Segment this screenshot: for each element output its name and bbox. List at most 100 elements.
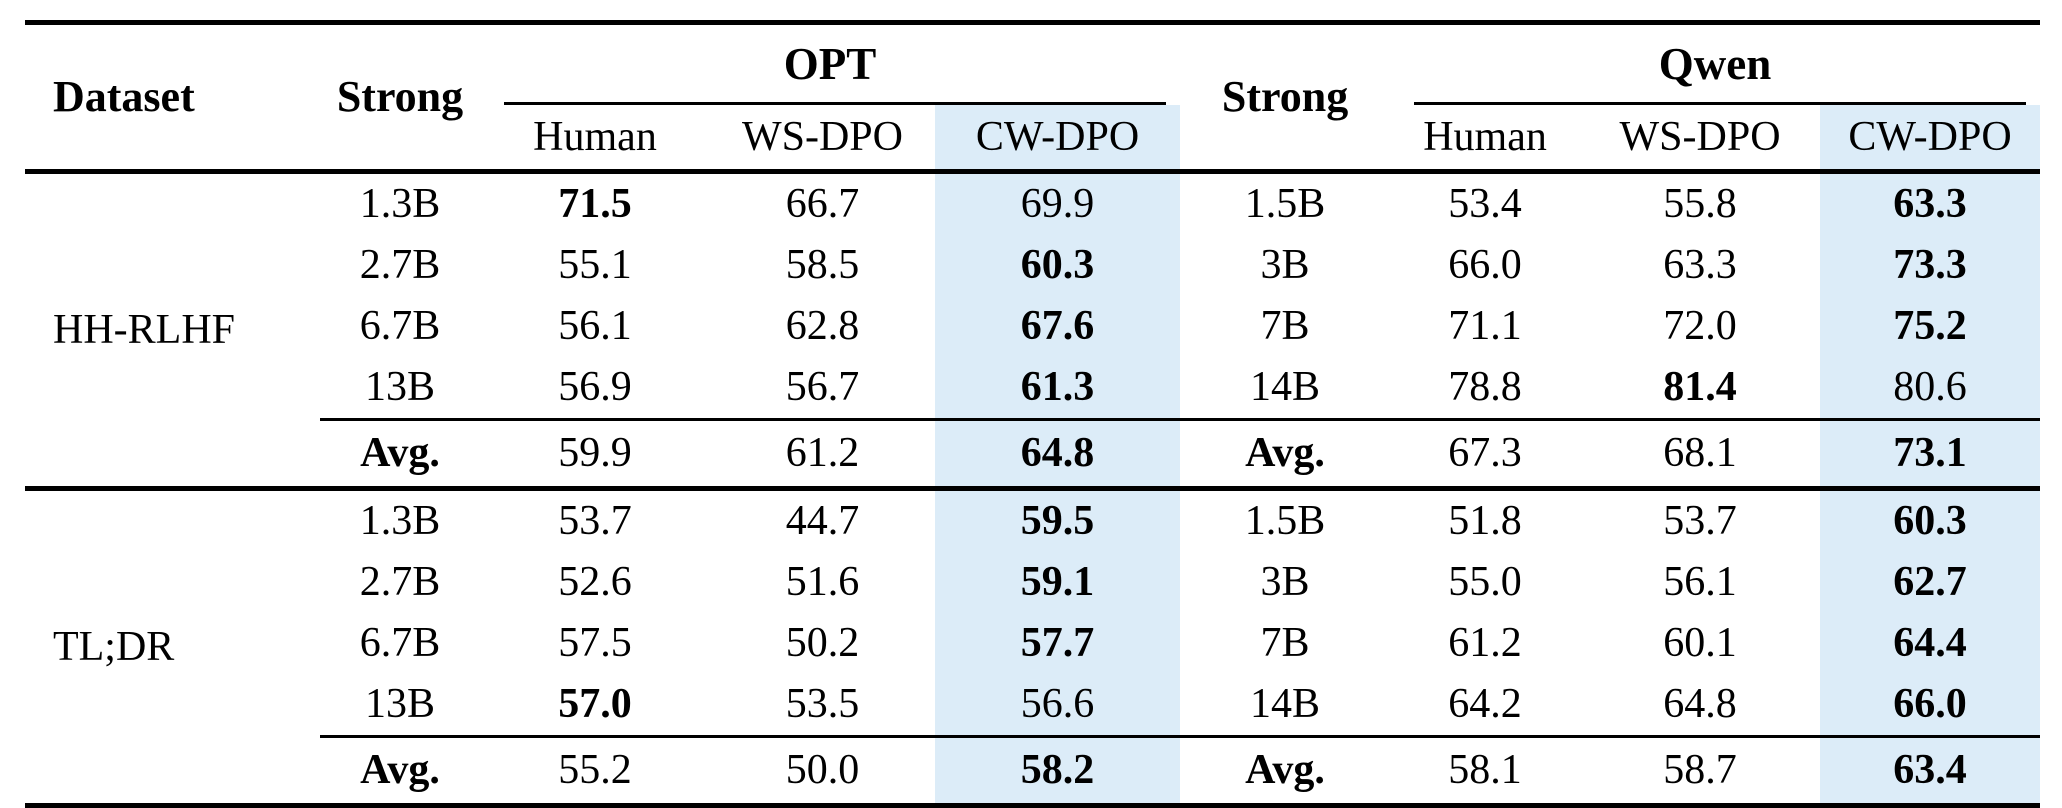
metric-cell: 52.6 [558,559,632,606]
metric-cell: 60.3 [1820,488,2041,552]
model-size-cell: 6.7B [359,303,441,350]
metric-cell: 61.3 [935,357,1181,420]
results-table: Dataset Strong OPT Strong Qwen Human WS-… [25,20,2041,808]
metric-cell: 55.8 [1663,181,1737,228]
model-size-cell: 14B [1250,364,1321,411]
metric-cell: 58.1 [1390,735,1581,806]
metric-cell: 71.5 [558,181,632,228]
model-size-cell: 7B [1260,303,1310,350]
metric-cell: 51.8 [1448,498,1522,545]
model-size-cell: 6.7B [359,620,441,667]
table-row: 6.7B 57.5 50.2 57.7 7B 61.2 60.1 64.4 [25,613,2041,674]
metric-cell: 68.1 [1580,418,1821,491]
model-size-cell: 13B [364,364,435,411]
metric-cell: 56.9 [558,364,632,411]
avg-label: Avg. [1180,735,1391,806]
metric-cell: 66.7 [785,181,860,228]
metric-cell: 66.0 [1448,242,1522,289]
average-row: Avg. 55.2 50.0 58.2 Avg. 58.1 58.7 63.4 [25,735,2041,806]
metric-cell: 56.7 [785,364,860,411]
header-row-methods: Human WS-DPO CW-DPO Human WS-DPO CW-DPO [25,105,2041,174]
metric-cell: 56.1 [1663,559,1737,606]
metric-cell: 51.6 [785,559,860,606]
metric-cell: 57.0 [558,681,632,728]
metric-cell: 72.0 [1663,303,1737,350]
model-size-cell: 14B [1250,681,1321,728]
model-size-cell: 1.3B [359,181,441,228]
table-row: 2.7B 55.1 58.5 60.3 3B 66.0 63.3 73.3 [25,235,2041,296]
metric-cell: 56.6 [935,674,1181,737]
metric-cell: 50.2 [785,620,860,667]
avg-label: Avg. [320,418,480,491]
model-size-cell: 7B [1260,620,1310,667]
metric-cell: 61.2 [710,418,935,491]
model-size-cell: 2.7B [359,242,441,289]
header-group-opt: OPT [480,23,1180,106]
metric-cell: 59.5 [935,488,1181,552]
subheader-qwen-human: Human [1390,105,1581,174]
dataset-label: TL;DR [53,623,175,670]
table-row: 2.7B 52.6 51.6 59.1 3B 55.0 56.1 62.7 [25,552,2041,613]
metric-cell: 53.5 [785,681,860,728]
table-row: HH-RLHF 1.3B 71.5 66.7 69.9 1.5B 53.4 55… [25,171,2041,491]
metric-cell: 53.7 [1663,498,1737,545]
avg-label: Avg. [1180,418,1391,491]
metric-cell: 44.7 [785,498,860,545]
metric-cell: 55.2 [480,735,710,806]
metric-cell: 64.4 [1820,613,2041,674]
metric-cell: 64.2 [1448,681,1522,728]
metric-cell: 53.7 [558,498,632,545]
metric-cell: 69.9 [935,171,1181,235]
header-row-groups: Dataset Strong OPT Strong Qwen [25,22,2040,174]
model-size-cell: 13B [364,681,435,728]
subheader-opt-wsdpo: WS-DPO [710,105,935,174]
table-row: 6.7B 56.1 62.8 67.6 7B 71.1 72.0 75.2 [25,296,2041,357]
metric-cell: 66.0 [1820,674,2041,737]
model-size-cell: 2.7B [359,559,441,606]
subheader-opt-human: Human [480,105,710,174]
table-row: TL;DR 1.3B 53.7 44.7 59.5 1.5B 51.8 53.7… [25,488,2041,670]
metric-cell: 64.8 [935,418,1181,491]
metric-cell: 58.5 [785,242,860,289]
metric-cell: 59.1 [935,552,1181,613]
metric-cell: 55.0 [1448,559,1522,606]
metric-cell: 63.4 [1820,735,2041,806]
header-strong-qwen: Strong [1180,22,1391,174]
metric-cell: 67.3 [1390,418,1581,491]
metric-cell: 80.6 [1820,357,2041,420]
model-size-cell: 1.5B [1244,181,1326,228]
metric-cell: 60.3 [935,235,1181,296]
average-row: Avg. 59.9 61.2 64.8 Avg. 67.3 68.1 73.1 [25,418,2041,491]
header-dataset: Dataset [25,22,320,174]
avg-label: Avg. [320,735,480,806]
metric-cell: 57.7 [935,613,1181,674]
header-group-qwen: Qwen [1390,23,2040,106]
metric-cell: 78.8 [1448,364,1522,411]
metric-cell: 62.8 [785,303,860,350]
metric-cell: 56.1 [558,303,632,350]
metric-cell: 50.0 [710,735,935,806]
metric-cell: 57.5 [558,620,632,667]
table-row: 13B 56.9 56.7 61.3 14B 78.8 81.4 80.6 [25,357,2041,420]
metric-cell: 75.2 [1820,296,2041,357]
table-row: 13B 57.0 53.5 56.6 14B 64.2 64.8 66.0 [25,674,2041,737]
metric-cell: 81.4 [1663,364,1737,411]
metric-cell: 73.1 [1820,418,2041,491]
subheader-opt-cwdpo: CW-DPO [935,105,1181,174]
metric-cell: 58.7 [1580,735,1821,806]
metric-cell: 64.8 [1663,681,1737,728]
model-size-cell: 3B [1260,242,1310,289]
metric-cell: 63.3 [1663,242,1737,289]
model-size-cell: 1.5B [1244,498,1326,545]
model-size-cell: 3B [1260,559,1310,606]
metric-cell: 55.1 [558,242,632,289]
subheader-qwen-wsdpo: WS-DPO [1580,105,1821,174]
section-tldr: TL;DR 1.3B 53.7 44.7 59.5 1.5B 51.8 53.7… [25,488,2041,806]
metric-cell: 60.1 [1663,620,1737,667]
metric-cell: 73.3 [1820,235,2041,296]
dataset-label: HH-RLHF [25,171,320,491]
metric-cell: 71.1 [1448,303,1522,350]
section-hh-rlhf: HH-RLHF 1.3B 71.5 66.7 69.9 1.5B 53.4 55… [25,171,2041,491]
header-strong-opt: Strong [320,22,480,174]
